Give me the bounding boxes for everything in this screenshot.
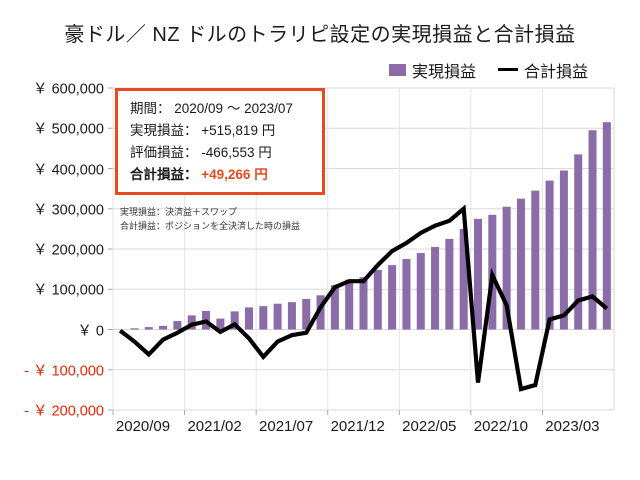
y-axis-tick-label: ￥ 400,000 [33, 162, 104, 178]
infobox-label-realized: 実現損益： [130, 122, 198, 138]
y-axis-tick-label: ￥ 100,000 [33, 282, 104, 299]
x-axis-tick-label: 2021/07 [259, 418, 314, 435]
x-axis-tick-label: 2021/02 [187, 418, 242, 435]
infobox-row-period: 期間： 2020/09 〜 2023/07 [130, 98, 318, 120]
infobox-value-valuation: -466,553 円 [201, 144, 272, 160]
x-axis-tick-label: 2021/12 [330, 418, 385, 435]
infobox-label-period: 期間： [130, 101, 171, 116]
legend-bar-label: 実現損益 [411, 64, 476, 81]
y-axis-tick-label: ￥ 600,000 [33, 81, 104, 98]
infobox-value-total: +49,266 円 [201, 166, 268, 182]
legend-item-line: 合計損益 [497, 58, 588, 82]
infobox-row-total: 合計損益： +49,266 円 [130, 164, 318, 186]
infobox-row-valuation: 評価損益： -466,553 円 [130, 142, 318, 164]
y-axis-tick-label: ￥ 200,000 [33, 242, 104, 259]
legend-line-swatch-icon [497, 67, 518, 71]
legend-bar-swatch-icon [388, 64, 406, 76]
infobox-row-realized: 実現損益： +515,819 円 [130, 120, 318, 142]
legend-item-bar: 実現損益 [388, 58, 476, 82]
y-axis-tick-label: - ￥ 200,000 [24, 403, 104, 420]
footnote-total: 合計損益：ポジションを全決済した時の損益 [120, 220, 301, 231]
chart-footnotes: 実現損益：決済益＋スワップ 合計損益：ポジションを全決済した時の損益 [120, 206, 300, 234]
y-axis-tick-label: ￥ 500,000 [33, 121, 104, 138]
x-axis-tick-label: 2022/10 [473, 418, 528, 435]
footnote-realized: 実現損益：決済益＋スワップ [120, 207, 238, 217]
x-axis-tick-label: 2020/09 [115, 418, 171, 435]
x-axis-tick-label: 2022/05 [402, 418, 457, 435]
infobox-value-period: 2020/09 〜 2023/07 [174, 101, 293, 116]
page-title: 豪ドル／ NZ ドルのトラリピ設定の実現損益と合計損益 [64, 24, 576, 46]
y-axis-tick-label: ￥ 0 [77, 323, 104, 339]
infobox-value-realized: +515,819 円 [201, 122, 276, 138]
legend-line-label: 合計損益 [523, 64, 588, 81]
y-axis-tick-label: ￥ 300,000 [33, 202, 104, 219]
chart-legend: 実現損益 合計損益 [388, 58, 588, 82]
summary-infobox: 期間： 2020/09 〜 2023/07 実現損益： +515,819 円 評… [115, 88, 325, 196]
y-axis-tick-label: - ￥ 100,000 [24, 363, 104, 380]
x-axis-tick-label: 2023/03 [545, 418, 600, 435]
infobox-label-total: 合計損益： [130, 166, 198, 182]
infobox-label-valuation: 評価損益： [130, 144, 198, 160]
